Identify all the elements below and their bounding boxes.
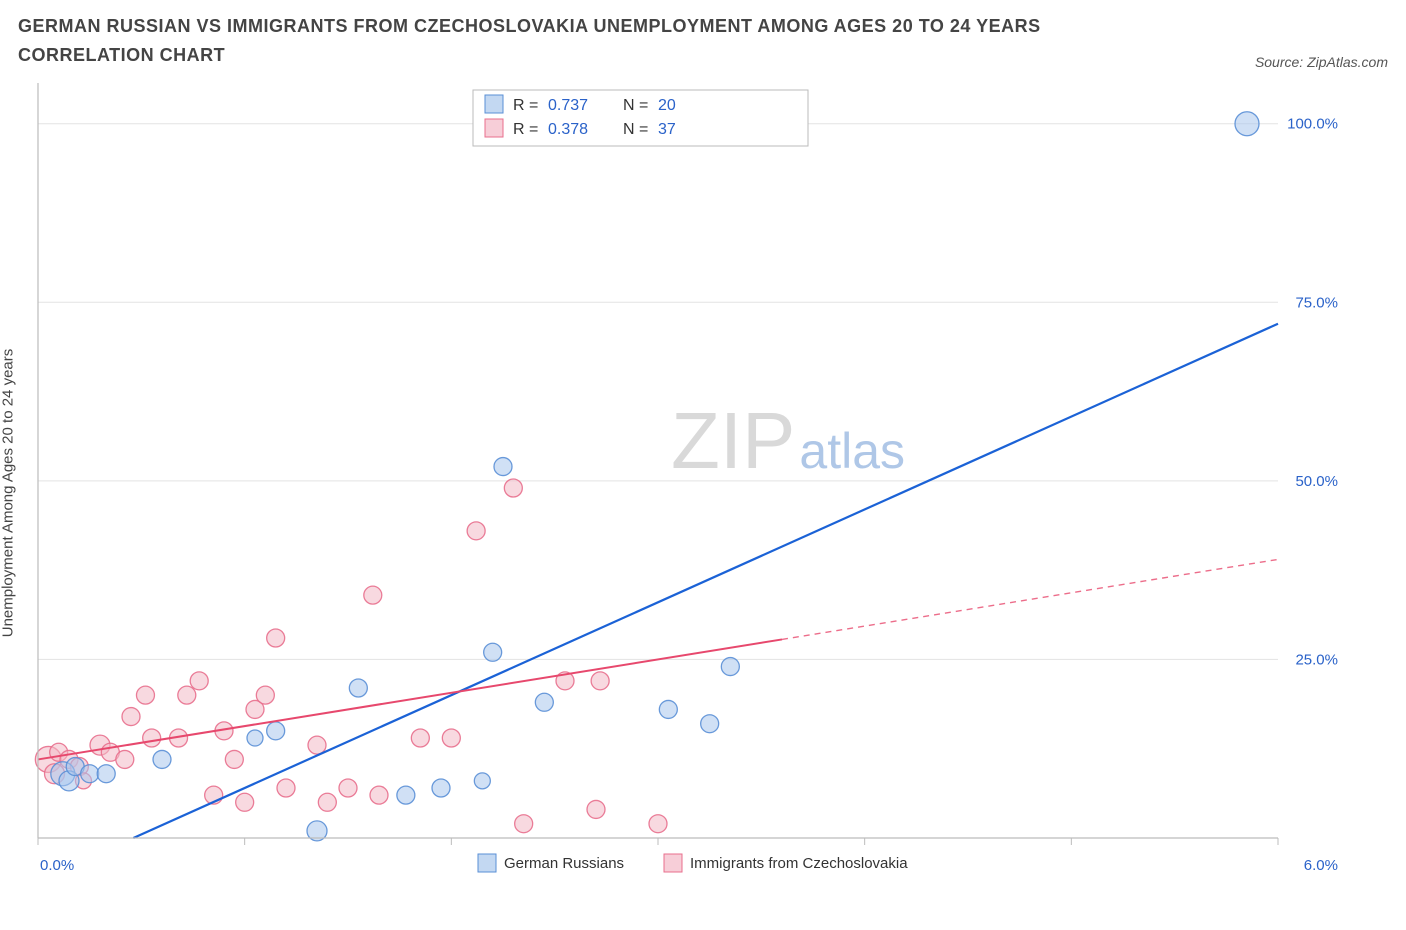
svg-text:0.0%: 0.0% bbox=[40, 857, 74, 874]
y-axis-label: Unemployment Among Ages 20 to 24 years bbox=[0, 348, 17, 637]
svg-text:Immigrants from Czechoslovakia: Immigrants from Czechoslovakia bbox=[690, 855, 908, 872]
svg-text:0.737: 0.737 bbox=[548, 97, 588, 114]
svg-text:0.378: 0.378 bbox=[548, 121, 588, 138]
svg-text:German Russians: German Russians bbox=[504, 855, 624, 872]
chart-container: Unemployment Among Ages 20 to 24 years 2… bbox=[18, 78, 1388, 908]
svg-text:50.0%: 50.0% bbox=[1295, 472, 1338, 489]
svg-text:20: 20 bbox=[658, 97, 676, 114]
svg-text:N =: N = bbox=[623, 97, 648, 114]
svg-text:25.0%: 25.0% bbox=[1295, 651, 1338, 668]
svg-text:N =: N = bbox=[623, 121, 648, 138]
svg-text:R =: R = bbox=[513, 97, 538, 114]
svg-text:100.0%: 100.0% bbox=[1287, 115, 1338, 132]
svg-text:R =: R = bbox=[513, 121, 538, 138]
source-label: Source: ZipAtlas.com bbox=[1255, 54, 1388, 70]
svg-text:75.0%: 75.0% bbox=[1295, 294, 1338, 311]
page-title: GERMAN RUSSIAN VS IMMIGRANTS FROM CZECHO… bbox=[18, 12, 1118, 70]
svg-text:ZIPatlas: ZIPatlas bbox=[671, 396, 905, 485]
correlation-scatter-chart: 25.0% 50.0% 75.0% 100.0% ZIPatlas 0.0% 6.0% R =… bbox=[18, 78, 1388, 908]
svg-text:6.0%: 6.0% bbox=[1304, 857, 1338, 874]
svg-text:37: 37 bbox=[658, 121, 676, 138]
